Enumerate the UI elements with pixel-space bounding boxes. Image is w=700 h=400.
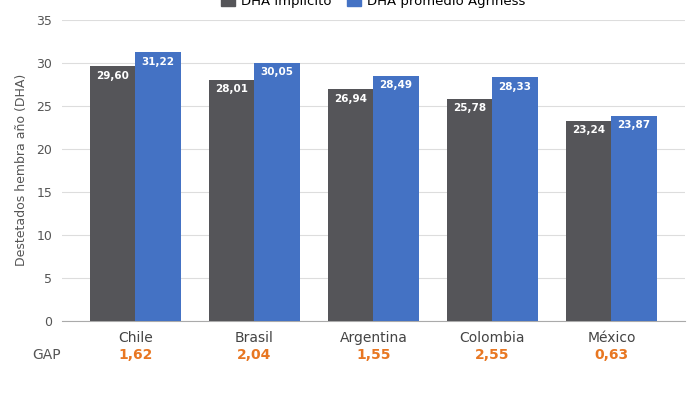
Text: 1,62: 1,62 [118, 348, 153, 362]
Text: 23,87: 23,87 [617, 120, 650, 130]
Text: 1,55: 1,55 [356, 348, 391, 362]
Bar [90, 66, 136, 320]
Bar [374, 76, 419, 320]
Bar [566, 121, 612, 320]
Bar [447, 99, 493, 320]
Text: GAP: GAP [32, 348, 60, 362]
Bar [209, 80, 255, 320]
Legend: DHA implícito, DHA promedio Agriness: DHA implícito, DHA promedio Agriness [218, 0, 530, 12]
Text: 2,04: 2,04 [237, 348, 272, 362]
Text: 28,49: 28,49 [379, 80, 412, 90]
Text: 26,94: 26,94 [335, 94, 368, 104]
Text: 28,33: 28,33 [498, 82, 531, 92]
Bar [612, 116, 657, 320]
Bar [255, 62, 300, 320]
Text: 29,60: 29,60 [97, 71, 130, 81]
Text: 2,55: 2,55 [475, 348, 510, 362]
Bar [136, 52, 181, 320]
Bar [493, 77, 538, 320]
Text: 23,24: 23,24 [573, 125, 605, 135]
Text: 0,63: 0,63 [594, 348, 629, 362]
Text: 30,05: 30,05 [260, 67, 293, 77]
Text: 28,01: 28,01 [216, 84, 248, 94]
Bar [328, 89, 374, 320]
Text: 31,22: 31,22 [141, 57, 174, 67]
Y-axis label: Destetados hembra año (DHA): Destetados hembra año (DHA) [15, 74, 28, 266]
Text: 25,78: 25,78 [454, 104, 486, 114]
